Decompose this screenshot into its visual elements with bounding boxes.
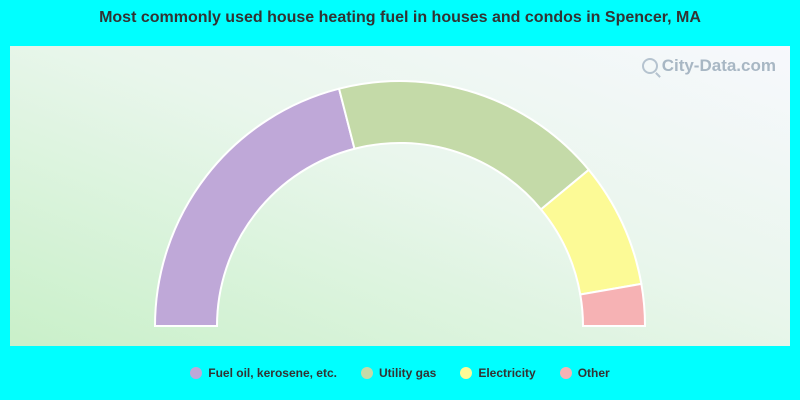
magnifier-icon (641, 58, 658, 74)
slice-fuel-oil-kerosene-etc[interactable] (153, 87, 356, 327)
legend-label: Electricity (478, 366, 536, 380)
legend-swatch (190, 367, 203, 379)
slice-other[interactable] (579, 282, 647, 327)
semi-donut-chart (153, 80, 647, 327)
legend-item[interactable]: Electricity (460, 366, 536, 380)
chart-title: Most commonly used house heating fuel in… (99, 9, 701, 26)
legend-swatch (460, 367, 473, 379)
plot-area: City-Data.com (10, 46, 790, 346)
legend-swatch (360, 367, 373, 379)
legend-label: Fuel oil, kerosene, etc. (208, 366, 337, 380)
watermark: City-Data.com (641, 56, 776, 76)
watermark-text: City-Data.com (661, 56, 776, 75)
legend-item[interactable]: Other (559, 366, 610, 380)
legend-swatch (559, 367, 572, 379)
legend: Fuel oil, kerosene, etc. Utility gas Elect… (0, 366, 800, 380)
legend-item[interactable]: Utility gas (360, 366, 437, 380)
slice-utility-gas[interactable] (337, 80, 591, 211)
legend-item[interactable]: Fuel oil, kerosene, etc. (190, 366, 337, 380)
legend-label: Other (577, 366, 610, 380)
legend-label: Utility gas (378, 366, 437, 380)
